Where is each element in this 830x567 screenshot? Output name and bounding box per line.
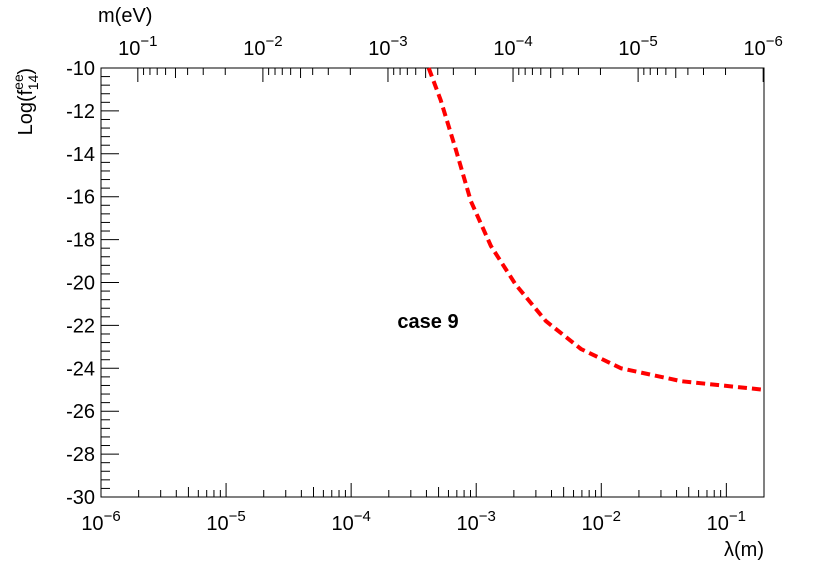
y-tick-label: -14 (66, 144, 95, 166)
x2-tick-label: 10−1 (118, 33, 157, 60)
annotation: case 9 (397, 311, 458, 333)
y-tick-label: -26 (66, 401, 95, 423)
y-tick-label: -10 (66, 58, 95, 80)
x-tick-label: 10−5 (206, 508, 245, 535)
plot-frame (100, 67, 765, 498)
x2-tick-label: 10−6 (743, 33, 782, 60)
x2-tick-label: 10−2 (243, 33, 282, 60)
y-axis-label: Log(fee14) (10, 68, 41, 135)
x2-tick-label: 10−3 (368, 33, 407, 60)
x2-tick-label: 10−5 (618, 33, 657, 60)
x-tick-label: 10−1 (707, 508, 746, 535)
y-tick-label: -16 (66, 187, 95, 209)
x-axis-label: λ(m) (724, 539, 764, 561)
y-tick-label: -18 (66, 230, 95, 252)
curve (426, 67, 765, 392)
x-tick-label: 10−3 (457, 508, 496, 535)
y-tick-label: -22 (66, 315, 95, 337)
x-tick-label: 10−6 (81, 508, 120, 535)
y-tick-label: -12 (66, 101, 95, 123)
x2-tick-label: 10−4 (493, 33, 532, 60)
x-tick-label: 10−2 (582, 508, 621, 535)
y-tick-label: -24 (66, 358, 95, 380)
top-axis-label: m(eV) (98, 5, 152, 27)
x-tick-label: 10−4 (331, 508, 370, 535)
y-tick-label: -30 (66, 487, 95, 509)
y-tick-label: -28 (66, 444, 95, 466)
y-tick-label: -20 (66, 273, 95, 295)
